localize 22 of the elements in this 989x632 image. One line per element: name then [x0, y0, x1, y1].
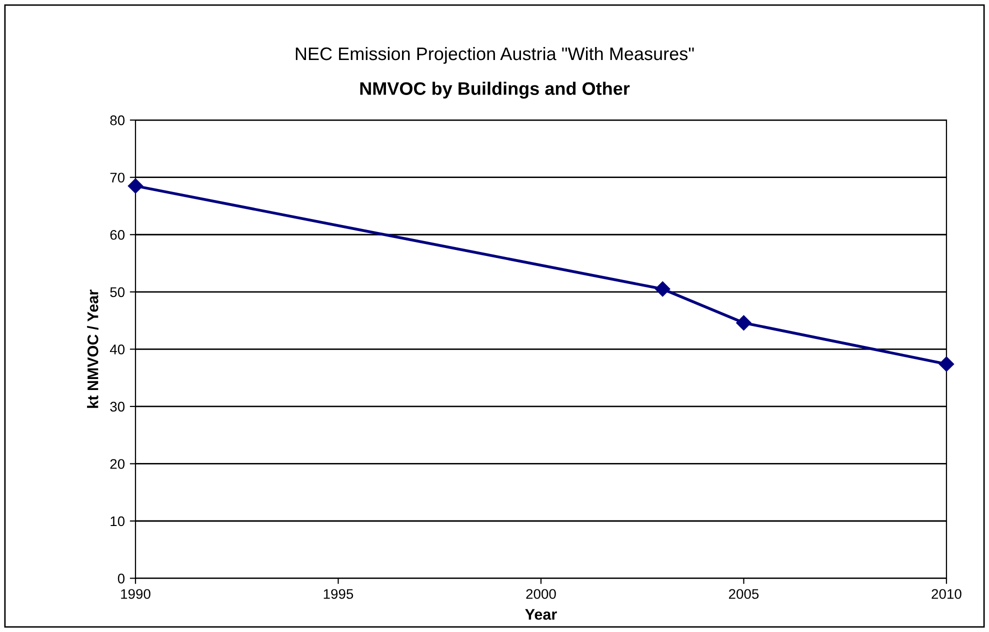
x-tick-label: 2005 [728, 589, 759, 599]
y-tick-label: 50 [110, 287, 125, 298]
x-axis-title: Year [525, 609, 557, 620]
x-tick-label: 2000 [526, 589, 556, 599]
chart-subtitle: NMVOC by Buildings and Other [360, 82, 630, 99]
point [655, 281, 670, 297]
y-tick-label: 70 [110, 172, 125, 183]
x-tick-label: 1990 [121, 589, 150, 599]
y-tick-label: 80 [110, 115, 125, 126]
y-tick-label: 60 [110, 230, 125, 240]
y-tick-label: 10 [110, 516, 125, 526]
point [128, 178, 144, 194]
y-tick-label: 0 [118, 574, 125, 584]
y-tick-label: 30 [110, 402, 125, 412]
x-tick-label: 1995 [324, 589, 354, 599]
chart-title: NEC Emission Projection Austria "With Measures" [296, 46, 694, 64]
y-tick-label: 40 [110, 344, 125, 354]
x-tick-label: 2010 [932, 589, 962, 599]
point [938, 356, 954, 372]
y-axis-title: kt NMVOC / Year [87, 290, 98, 408]
point [736, 315, 752, 330]
y-tick-label: 20 [110, 459, 125, 469]
